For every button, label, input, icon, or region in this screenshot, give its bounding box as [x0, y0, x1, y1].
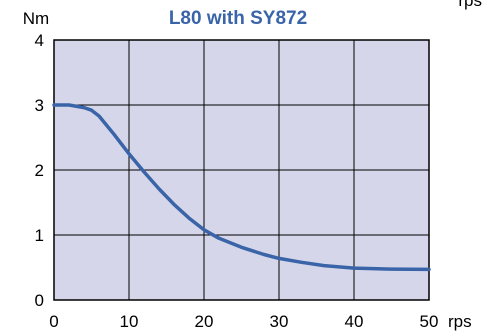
top-right-unit-fragment: rps [458, 0, 482, 10]
torque-curve-line [52, 103, 431, 272]
y-tick-label: 3 [35, 96, 44, 115]
x-axis-unit-label: rps [448, 312, 472, 331]
y-tick-label: 2 [35, 161, 44, 180]
x-tick-label: 20 [195, 312, 214, 331]
x-tick-label: 30 [270, 312, 289, 331]
y-tick-label: 1 [35, 226, 44, 245]
y-tick-label: 4 [35, 31, 44, 50]
plot-frame [53, 39, 430, 301]
x-tick-label: 40 [345, 312, 364, 331]
plot-area: 0 10 20 30 40 50 rps 0 1 2 3 4 [35, 31, 472, 331]
x-tick-label: 50 [420, 312, 439, 331]
x-tick-label: 10 [120, 312, 139, 331]
y-tick-label: 0 [35, 291, 44, 310]
x-tick-label: 0 [49, 312, 58, 331]
y-axis-unit-label: Nm [23, 9, 49, 28]
chart-title: L80 with SY872 [169, 8, 307, 29]
